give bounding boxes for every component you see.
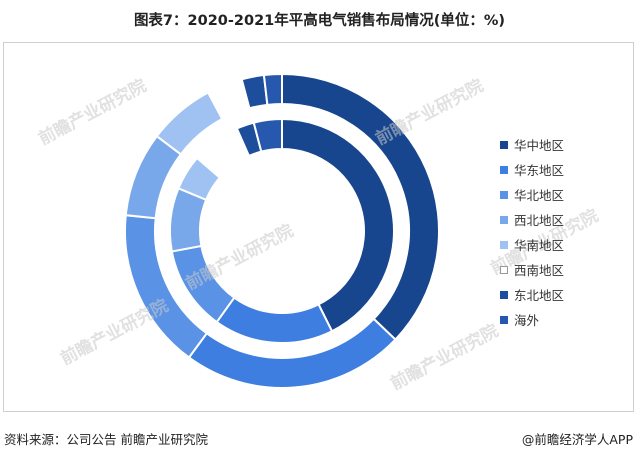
legend-label: 华南地区: [514, 238, 565, 253]
inner-slice-1: [281, 117, 395, 333]
legend-item: 华北地区: [500, 182, 564, 207]
legend-label: 海外: [514, 313, 540, 328]
legend-swatch: [500, 265, 508, 274]
legend-label: 华北地区: [514, 188, 565, 203]
legend-swatch: [500, 140, 508, 149]
outer-slice-8: [262, 72, 283, 106]
brand-credit: @前瞻经济学人APP: [521, 432, 633, 447]
inner-slice-2: [215, 296, 334, 344]
source-note: 资料来源：公司公告 前瞻产业研究院: [4, 432, 208, 447]
chart-title: 图表7：2020-2021年平高电气销售布局情况(单位：%): [133, 13, 506, 29]
outer-ring: [124, 72, 440, 389]
chart-area: 前瞻产业研究院 前瞻产业研究院 前瞻产业研究院 前瞻产业研究院 前瞻产业研究院 …: [3, 42, 634, 412]
legend-label: 东北地区: [514, 288, 565, 303]
legend-item: 华东地区: [500, 157, 564, 182]
legend-item: 西北地区: [500, 207, 564, 232]
legend-label: 华东地区: [514, 163, 565, 178]
inner-slice-8: [252, 117, 283, 153]
legend-item: 华中地区: [500, 132, 564, 157]
legend-swatch: [500, 165, 508, 174]
legend-swatch: [500, 315, 508, 324]
legend-label: 西北地区: [514, 213, 565, 228]
legend-item: 西南地区: [500, 257, 564, 282]
legend-item: 海外: [500, 307, 564, 332]
inner-ring: [169, 117, 395, 344]
legend-swatch: [500, 290, 508, 299]
legend-item: 华南地区: [500, 232, 564, 257]
legend-swatch: [500, 240, 508, 249]
legend-item: 东北地区: [500, 282, 564, 307]
nested-donut-chart: [124, 72, 440, 389]
legend-swatch: [500, 190, 508, 199]
legend-label: 华中地区: [514, 138, 565, 153]
legend-swatch: [500, 215, 508, 224]
chart-legend: 华中地区华东地区华北地区西北地区华南地区西南地区东北地区海外: [500, 132, 564, 332]
legend-label: 西南地区: [514, 263, 565, 278]
